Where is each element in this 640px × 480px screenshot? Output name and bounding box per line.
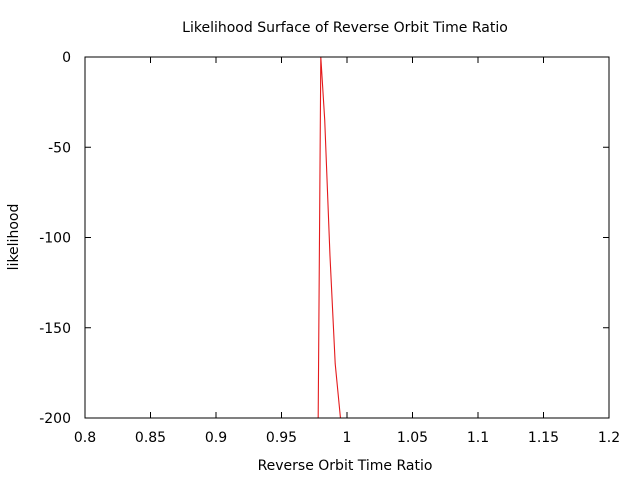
- y-tick-label: 0: [62, 50, 71, 66]
- x-tick-label: 0.9: [205, 430, 227, 446]
- tick-layer: 0.8 0.85 0.9 0.95 1 1.05 1.1 1.15 1.2 0 -50 -100 -15…: [39, 50, 620, 446]
- y-tick-label: -100: [39, 231, 71, 247]
- y-tick-label: -150: [39, 321, 71, 337]
- plot-area: [317, 56, 341, 419]
- y-tick-label: -50: [48, 140, 71, 156]
- series-line: [317, 56, 341, 419]
- y-axis-label: likelihood: [6, 204, 22, 271]
- x-tick-label: 1.05: [397, 430, 428, 446]
- x-tick-label: 0.85: [135, 430, 166, 446]
- x-tick-label: 1: [343, 430, 352, 446]
- chart-title: Likelihood Surface of Reverse Orbit Time…: [182, 20, 508, 36]
- x-tick-label: 0.95: [266, 430, 297, 446]
- x-tick-label: 0.8: [74, 430, 96, 446]
- x-tick-label: 1.1: [467, 430, 489, 446]
- x-tick-label: 1.2: [598, 430, 620, 446]
- plot-frame: [84, 56, 610, 419]
- x-axis-label: Reverse Orbit Time Ratio: [258, 458, 433, 474]
- y-tick-label: -200: [39, 411, 71, 427]
- x-tick-label: 1.15: [528, 430, 559, 446]
